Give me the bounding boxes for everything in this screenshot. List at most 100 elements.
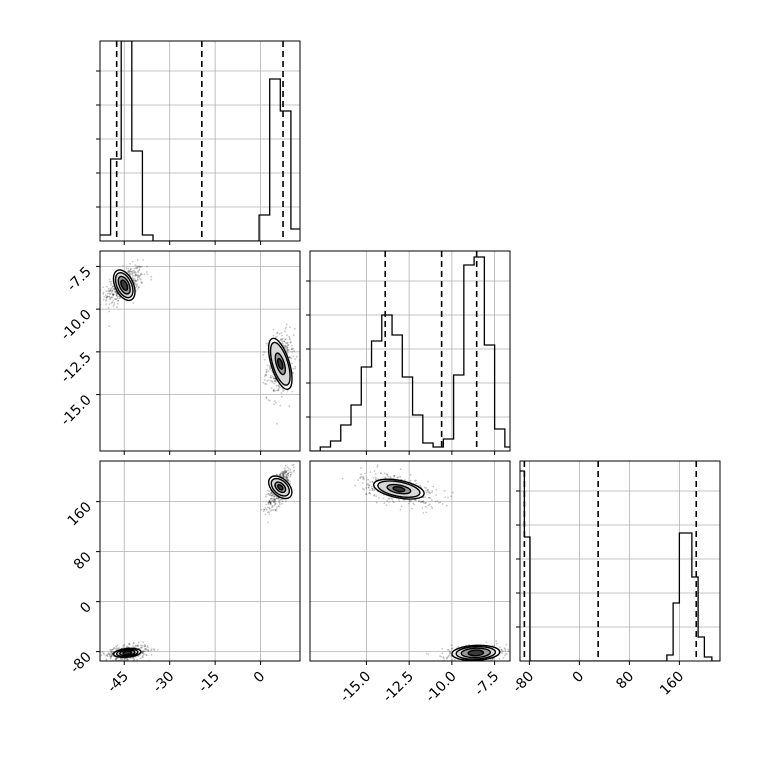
sample-point bbox=[286, 345, 288, 347]
sample-point bbox=[399, 475, 401, 478]
sample-point bbox=[422, 500, 425, 503]
sample-point bbox=[278, 387, 280, 390]
sample-point bbox=[272, 389, 275, 392]
sample-point bbox=[269, 501, 272, 503]
sample-point bbox=[117, 647, 120, 650]
sample-point bbox=[292, 347, 295, 350]
sample-point bbox=[271, 381, 274, 384]
sample-point bbox=[267, 521, 269, 524]
sample-point bbox=[468, 643, 470, 646]
sample-point bbox=[113, 298, 116, 300]
sample-point bbox=[265, 495, 267, 498]
sample-point bbox=[146, 645, 149, 647]
sample-point bbox=[142, 259, 144, 261]
sample-point bbox=[287, 349, 289, 352]
contour-level bbox=[122, 650, 133, 656]
sample-point bbox=[281, 500, 284, 503]
sample-point bbox=[431, 507, 434, 509]
sample-point bbox=[132, 656, 134, 659]
sample-point bbox=[373, 470, 376, 472]
sample-point bbox=[128, 270, 131, 273]
sample-point bbox=[125, 267, 128, 269]
sample-point bbox=[288, 405, 291, 408]
sample-point bbox=[387, 497, 390, 500]
contour-level bbox=[467, 649, 485, 657]
sample-point bbox=[114, 291, 117, 293]
x-tick-label: -12.5 bbox=[380, 669, 417, 706]
sample-point bbox=[285, 474, 288, 476]
sample-point bbox=[110, 296, 113, 299]
sample-point bbox=[447, 655, 450, 657]
sample-point bbox=[277, 505, 280, 507]
sample-point bbox=[449, 652, 451, 655]
sample-point bbox=[268, 400, 271, 402]
sample-point bbox=[137, 266, 140, 268]
sample-point bbox=[282, 390, 284, 393]
sample-point bbox=[127, 270, 130, 272]
sample-point bbox=[133, 282, 136, 284]
sample-point bbox=[286, 473, 289, 476]
sample-point bbox=[412, 502, 415, 505]
sample-point bbox=[408, 499, 411, 502]
sample-point bbox=[111, 285, 114, 288]
sample-point bbox=[289, 482, 292, 485]
sample-point bbox=[285, 323, 288, 326]
sample-point bbox=[450, 644, 453, 647]
sample-point bbox=[269, 503, 272, 505]
sample-point bbox=[111, 296, 114, 299]
sample-point bbox=[276, 335, 278, 338]
sample-point bbox=[388, 501, 391, 503]
sample-point bbox=[265, 503, 268, 506]
sample-point bbox=[287, 480, 289, 482]
sample-point bbox=[429, 497, 432, 500]
sample-point bbox=[104, 294, 107, 297]
sample-point bbox=[271, 505, 274, 508]
sample-point bbox=[426, 489, 429, 491]
sample-point bbox=[111, 655, 113, 657]
sample-point bbox=[291, 459, 293, 461]
sample-point bbox=[283, 472, 286, 475]
sample-point bbox=[428, 503, 431, 506]
sample-point bbox=[399, 509, 402, 511]
sample-point bbox=[140, 278, 142, 281]
sample-point bbox=[287, 472, 290, 474]
sample-point bbox=[359, 476, 362, 479]
sample-point bbox=[136, 285, 139, 288]
sample-point bbox=[274, 336, 277, 339]
sample-point bbox=[425, 511, 428, 514]
sample-point bbox=[112, 285, 114, 288]
sample-point bbox=[410, 507, 413, 510]
sample-point bbox=[449, 652, 451, 655]
sample-point bbox=[106, 654, 108, 656]
sample-point bbox=[103, 653, 105, 656]
sample-point bbox=[141, 646, 143, 649]
sample-point bbox=[269, 502, 272, 504]
sample-point bbox=[265, 371, 268, 374]
sample-point bbox=[134, 275, 137, 277]
sample-point bbox=[102, 286, 104, 288]
sample-point bbox=[493, 645, 496, 647]
scatter-content bbox=[92, 459, 296, 665]
sample-point bbox=[289, 475, 292, 478]
sample-point bbox=[107, 288, 110, 290]
sample-point bbox=[428, 496, 430, 499]
sample-point bbox=[389, 475, 392, 478]
sample-point bbox=[115, 656, 118, 659]
sample-point bbox=[415, 482, 418, 485]
sample-point bbox=[265, 396, 268, 399]
sample-point bbox=[143, 273, 146, 275]
sample-point bbox=[106, 655, 109, 657]
sample-point bbox=[375, 478, 377, 481]
sample-point bbox=[102, 293, 105, 295]
sample-point bbox=[289, 471, 291, 474]
sample-point bbox=[110, 656, 112, 659]
sample-point bbox=[422, 512, 425, 514]
sample-point bbox=[92, 663, 94, 665]
sample-point bbox=[269, 494, 272, 496]
sample-point bbox=[284, 464, 287, 467]
sample-point bbox=[115, 294, 118, 296]
sample-point bbox=[274, 503, 277, 506]
sample-point bbox=[265, 493, 268, 496]
sample-point bbox=[285, 476, 288, 479]
sample-point bbox=[359, 477, 361, 480]
